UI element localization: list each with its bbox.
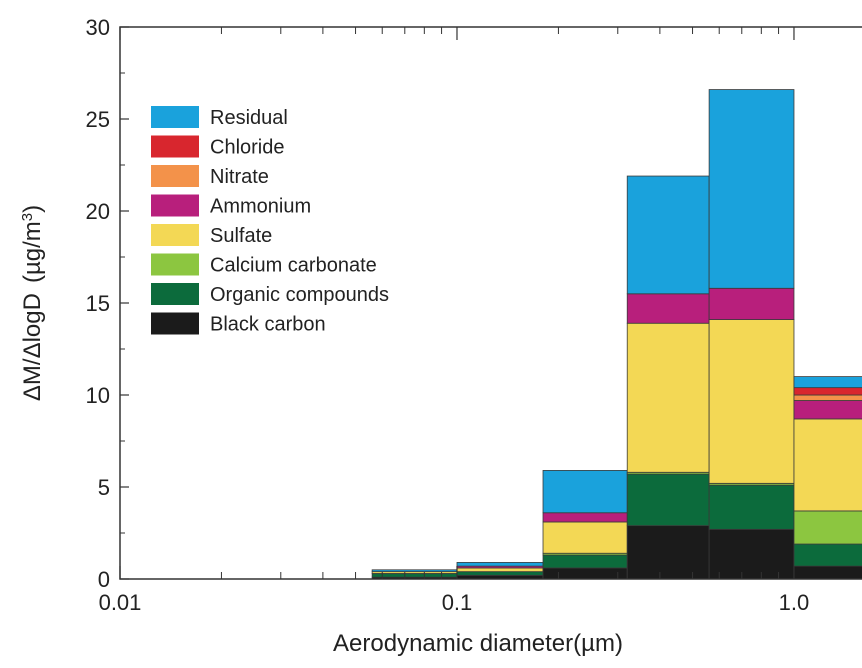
bar-stack <box>456 562 544 580</box>
y-tick-label: 10 <box>86 383 110 408</box>
bar-segment <box>542 554 628 569</box>
bar-segment <box>793 394 862 401</box>
y-tick-label: 25 <box>86 107 110 132</box>
legend-swatch <box>151 135 199 158</box>
legend-item: Sulfate <box>151 224 272 247</box>
y-tick-label: 0 <box>98 567 110 592</box>
legend-item: Ammonium <box>151 194 311 218</box>
bar-segment <box>793 565 862 580</box>
legend-label: Sulfate <box>210 225 272 247</box>
bar-stack <box>708 89 795 580</box>
legend-label: Black carbon <box>210 314 326 336</box>
legend-item: Calcium carbonate <box>151 253 377 277</box>
legend-swatch <box>151 194 199 217</box>
legend-swatch <box>151 253 199 276</box>
legend-label: Chloride <box>210 137 284 159</box>
bar-stack <box>542 470 628 580</box>
legend-item: Residual <box>151 106 288 129</box>
y-axis-label-unit-sup: 3 <box>19 213 36 221</box>
bar-segment <box>456 562 544 567</box>
legend-item: Chloride <box>151 135 284 159</box>
bar-segment <box>793 387 862 396</box>
legend-item: Black carbon <box>151 312 326 336</box>
bar-segment <box>793 543 862 567</box>
legend-swatch <box>151 165 199 187</box>
bar-segment <box>708 287 795 320</box>
bar-segment <box>708 319 795 484</box>
y-axis-label-unit-prefix: (µg/m <box>19 221 46 283</box>
bar-segment <box>542 567 628 580</box>
bar-stack <box>626 175 710 580</box>
bar-segment <box>626 322 710 473</box>
legend-swatch <box>151 224 199 246</box>
bar-segment <box>708 484 795 530</box>
bar-segment <box>708 89 795 289</box>
legend: Residual Chloride Nitrate Ammonium Sulfate Ca… <box>151 106 389 336</box>
bar-stacks <box>371 89 862 580</box>
legend-label: Ammonium <box>210 196 311 218</box>
x-axis-label-main: Aerodynamic diameter <box>333 630 573 657</box>
legend-swatch <box>151 283 199 305</box>
bar-segment <box>793 510 862 545</box>
y-tick-label: 20 <box>86 199 110 224</box>
legend-label: Organic compounds <box>210 284 389 306</box>
y-axis-label-main: ΔM/ΔlogD <box>19 293 46 401</box>
y-axis-label: ΔM/ΔlogD (µg/m3) <box>19 205 47 401</box>
bar-segment <box>793 400 862 420</box>
legend-item: Nitrate <box>151 165 269 188</box>
bar-segment <box>542 512 628 523</box>
legend-label: Calcium carbonate <box>210 255 377 277</box>
bar-stack <box>793 376 862 580</box>
bar-segment <box>456 567 544 573</box>
legend-swatch <box>151 312 199 335</box>
bar-segment <box>793 418 862 512</box>
bar-segment <box>456 571 544 576</box>
bar-segment <box>626 525 710 580</box>
y-tick-label: 15 <box>86 291 110 316</box>
axis-ticks <box>119 26 795 580</box>
legend-label: Residual <box>210 107 288 129</box>
x-tick-label: 0.1 <box>442 590 473 615</box>
legend-swatch <box>151 106 199 128</box>
x-axis-label: Aerodynamic diameter(µm) <box>333 630 623 657</box>
bar-segment <box>708 528 795 580</box>
x-tick-label: 0.01 <box>99 590 142 615</box>
bar-segment <box>371 573 458 578</box>
bar-segment <box>371 569 458 573</box>
bar-segment <box>793 376 862 389</box>
bar-stack <box>371 569 458 580</box>
x-tick-label: 1.0 <box>779 590 810 615</box>
bar-segment <box>626 473 710 527</box>
bar-segment <box>542 521 628 554</box>
bar-segment <box>542 470 628 514</box>
legend-label: Nitrate <box>210 166 269 188</box>
legend-item: Organic compounds <box>151 283 389 306</box>
tick-labels: 0.01 0.1 1.0 0 5 10 15 20 25 30 <box>86 15 810 615</box>
bar-segment <box>626 175 710 295</box>
bar-segment <box>626 293 710 324</box>
y-tick-label: 5 <box>98 475 110 500</box>
y-tick-label: 30 <box>86 15 110 40</box>
x-axis-label-unit: (µm) <box>573 630 623 657</box>
y-axis-label-unit-suffix: ) <box>19 205 46 213</box>
